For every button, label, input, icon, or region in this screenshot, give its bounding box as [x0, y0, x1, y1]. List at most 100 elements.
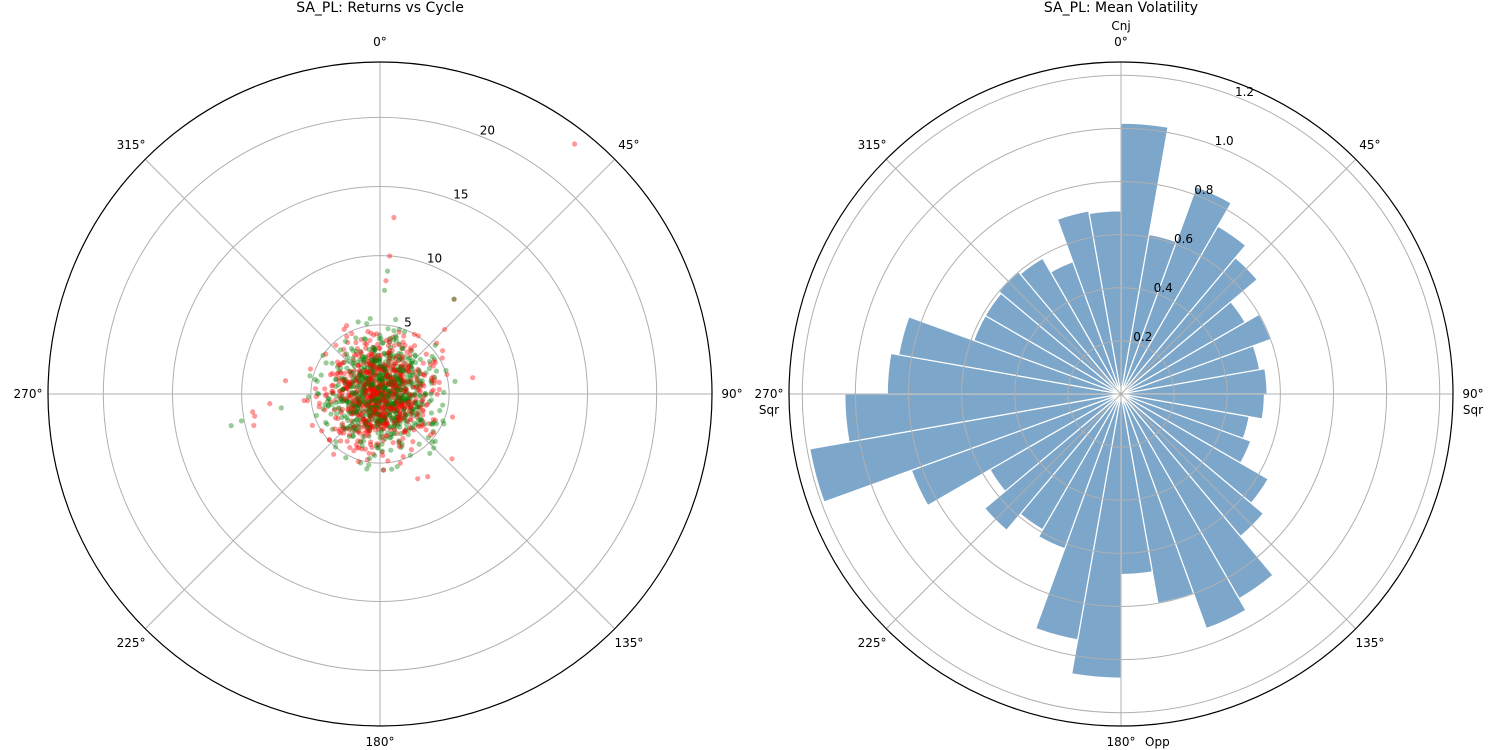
scatter-point — [386, 358, 392, 364]
scatter-point — [370, 356, 376, 362]
scatter-point — [358, 424, 364, 431]
scatter-point — [322, 386, 328, 392]
scatter-point — [374, 445, 381, 451]
scatter-point — [238, 418, 245, 424]
scatter-point — [396, 440, 402, 446]
scatter-point — [367, 423, 373, 429]
scatter-point — [394, 385, 401, 392]
scatter-point — [372, 386, 378, 392]
scatter-point — [367, 398, 373, 404]
scatter-point — [404, 388, 410, 394]
scatter-point — [430, 374, 436, 380]
scatter-point — [342, 426, 349, 432]
scatter-point — [375, 372, 382, 378]
scatter-point — [342, 377, 348, 383]
scatter-point — [381, 384, 387, 390]
scatter-point — [376, 389, 382, 395]
scatter-point — [418, 380, 424, 387]
scatter-point — [369, 395, 375, 401]
scatter-point — [452, 378, 458, 384]
scatter-point — [385, 458, 391, 464]
scatter-point — [414, 404, 420, 410]
scatter-point — [360, 413, 366, 419]
scatter-point — [350, 425, 357, 431]
scatter-point — [323, 351, 329, 357]
theta-tick-label: 225° — [858, 636, 887, 650]
scatter-point — [353, 395, 360, 401]
scatter-point — [359, 371, 365, 377]
scatter-point — [393, 359, 399, 366]
scatter-point — [377, 411, 383, 417]
scatter-point — [407, 408, 413, 414]
scatter-point — [401, 366, 407, 372]
scatter-point — [345, 407, 351, 413]
scatter-point — [393, 382, 399, 388]
scatter-point — [410, 382, 416, 388]
scatter-point — [399, 346, 405, 352]
scatter-point — [433, 368, 440, 374]
scatter-point — [375, 421, 381, 427]
scatter-point — [364, 409, 371, 415]
scatter-point — [354, 375, 360, 381]
scatter-point — [374, 407, 380, 413]
scatter-point — [366, 399, 372, 405]
scatter-point — [404, 373, 410, 379]
scatter-point — [384, 420, 390, 426]
scatter-point — [370, 367, 376, 373]
scatter-point — [396, 438, 402, 444]
scatter-point — [389, 400, 395, 406]
scatter-point — [391, 403, 397, 409]
scatter-point — [361, 387, 367, 393]
scatter-point — [361, 433, 368, 439]
scatter-point — [354, 401, 360, 407]
scatter-point — [407, 372, 413, 378]
scatter-point — [344, 386, 350, 392]
scatter-point — [366, 450, 372, 456]
scatter-point — [362, 420, 368, 427]
scatter-point — [396, 404, 402, 410]
scatter-point — [396, 383, 403, 389]
scatter-point — [358, 351, 364, 357]
scatter-point — [395, 403, 401, 409]
scatter-point — [375, 400, 381, 406]
scatter-point — [388, 351, 394, 357]
scatter-point — [369, 348, 375, 354]
scatter-point — [422, 421, 428, 427]
scatter-point — [387, 355, 393, 361]
scatter-point — [343, 323, 350, 329]
scatter-point — [376, 398, 382, 404]
scatter-point — [397, 395, 403, 401]
scatter-point — [393, 391, 399, 397]
scatter-point — [370, 394, 376, 401]
scatter-point — [382, 415, 388, 421]
scatter-point — [355, 438, 361, 444]
scatter-point — [357, 371, 363, 377]
scatter-point — [398, 398, 404, 404]
scatter-point — [334, 359, 341, 365]
scatter-point — [267, 401, 273, 407]
scatter-point — [371, 408, 377, 414]
scatter-point — [381, 364, 387, 370]
scatter-point — [369, 409, 375, 415]
scatter-point — [391, 400, 398, 406]
scatter-point — [375, 395, 381, 401]
scatter-point — [419, 407, 425, 413]
scatter-point — [344, 398, 350, 404]
scatter-point — [391, 383, 397, 389]
scatter-point — [370, 451, 376, 457]
scatter-point — [349, 398, 355, 404]
scatter-point — [373, 411, 379, 418]
scatter-point — [379, 426, 385, 433]
scatter-point — [388, 447, 394, 453]
scatter-point — [367, 368, 373, 374]
polar-axis-outline — [47, 61, 713, 727]
scatter-point — [380, 340, 386, 346]
scatter-point — [358, 419, 364, 425]
scatter-point — [373, 410, 379, 416]
scatter-point — [405, 368, 412, 374]
scatter-point — [359, 376, 365, 382]
scatter-point — [384, 365, 391, 372]
scatter-point — [380, 361, 386, 367]
scatter-point — [358, 379, 364, 386]
scatter-point — [362, 419, 368, 425]
